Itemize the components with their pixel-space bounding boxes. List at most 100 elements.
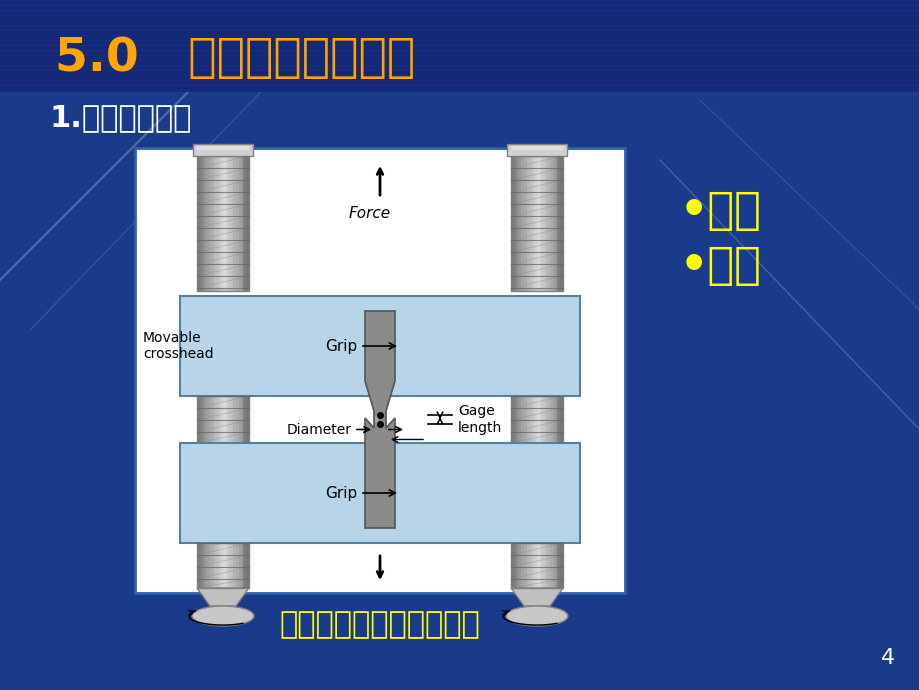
Bar <box>541 543 544 588</box>
Bar <box>221 543 222 588</box>
Bar <box>510 543 516 588</box>
Bar <box>180 296 579 396</box>
Bar <box>193 144 253 156</box>
Bar <box>534 156 537 291</box>
Bar <box>516 396 518 443</box>
Bar <box>241 156 244 291</box>
Bar <box>526 396 528 443</box>
Bar <box>225 156 228 291</box>
Text: Diameter: Diameter <box>287 422 352 437</box>
Bar <box>510 156 562 291</box>
Bar <box>552 543 554 588</box>
Bar <box>557 396 560 443</box>
Bar <box>244 543 246 588</box>
Bar <box>205 396 207 443</box>
Bar <box>560 156 562 291</box>
Bar <box>510 543 513 588</box>
Bar <box>202 156 205 291</box>
Bar <box>531 543 534 588</box>
Ellipse shape <box>192 606 254 626</box>
Bar <box>510 156 513 291</box>
Text: Grip: Grip <box>324 486 395 500</box>
Polygon shape <box>375 416 378 423</box>
Polygon shape <box>510 588 562 606</box>
Bar <box>552 396 554 443</box>
Bar <box>510 396 562 443</box>
Text: 材料试验机示意图－拉伸: 材料试验机示意图－拉伸 <box>279 611 480 640</box>
Bar <box>222 543 225 588</box>
Bar <box>212 396 215 443</box>
Bar <box>544 156 547 291</box>
Bar <box>197 543 249 588</box>
Bar <box>539 156 541 291</box>
Bar <box>199 396 202 443</box>
Bar <box>241 543 244 588</box>
Bar <box>236 396 238 443</box>
Bar <box>560 396 562 443</box>
Bar <box>550 396 552 443</box>
Bar <box>221 396 222 443</box>
Bar <box>212 156 215 291</box>
Bar <box>556 543 562 588</box>
Bar <box>531 396 534 443</box>
Bar <box>524 156 526 291</box>
Bar <box>135 148 624 593</box>
Bar <box>506 144 566 156</box>
Bar <box>225 396 228 443</box>
Bar <box>524 396 526 443</box>
Bar <box>236 543 238 588</box>
Bar <box>207 156 210 291</box>
Bar <box>547 156 550 291</box>
Bar <box>518 543 521 588</box>
Bar <box>541 156 544 291</box>
Bar <box>550 156 552 291</box>
Bar <box>233 156 236 291</box>
Bar <box>218 156 221 291</box>
Bar <box>207 396 210 443</box>
Ellipse shape <box>505 606 567 626</box>
Bar <box>236 156 238 291</box>
Text: Movable
crosshead: Movable crosshead <box>142 331 213 361</box>
Bar <box>554 396 557 443</box>
Bar <box>210 396 212 443</box>
Bar <box>537 543 539 588</box>
Bar <box>180 443 579 543</box>
Bar <box>205 543 207 588</box>
Bar <box>210 156 212 291</box>
Bar <box>246 543 249 588</box>
Bar <box>552 156 554 291</box>
Bar <box>526 543 528 588</box>
Bar <box>228 396 231 443</box>
Bar <box>513 396 516 443</box>
Text: 1.拉伸实验装置: 1.拉伸实验装置 <box>50 104 192 132</box>
Bar <box>510 396 516 443</box>
Bar <box>544 396 547 443</box>
Bar <box>231 396 233 443</box>
Bar <box>238 543 241 588</box>
Bar <box>197 146 249 150</box>
Bar <box>215 543 218 588</box>
Polygon shape <box>197 588 249 606</box>
Bar <box>202 396 205 443</box>
Bar <box>528 396 531 443</box>
Bar <box>547 396 550 443</box>
Bar <box>221 156 222 291</box>
Bar <box>516 543 518 588</box>
Bar <box>510 146 562 150</box>
Bar <box>521 396 524 443</box>
Bar <box>554 156 557 291</box>
Bar <box>521 543 524 588</box>
Bar <box>222 156 225 291</box>
Bar <box>233 396 236 443</box>
Bar <box>521 156 524 291</box>
Bar <box>539 543 541 588</box>
Bar <box>513 543 516 588</box>
Bar <box>246 396 249 443</box>
Text: 5.0   材料力学性能测试: 5.0 材料力学性能测试 <box>55 35 414 81</box>
Bar <box>528 543 531 588</box>
Text: 4: 4 <box>879 648 894 668</box>
Bar <box>210 543 212 588</box>
Bar <box>197 543 203 588</box>
Bar <box>243 396 249 443</box>
Bar <box>202 543 205 588</box>
